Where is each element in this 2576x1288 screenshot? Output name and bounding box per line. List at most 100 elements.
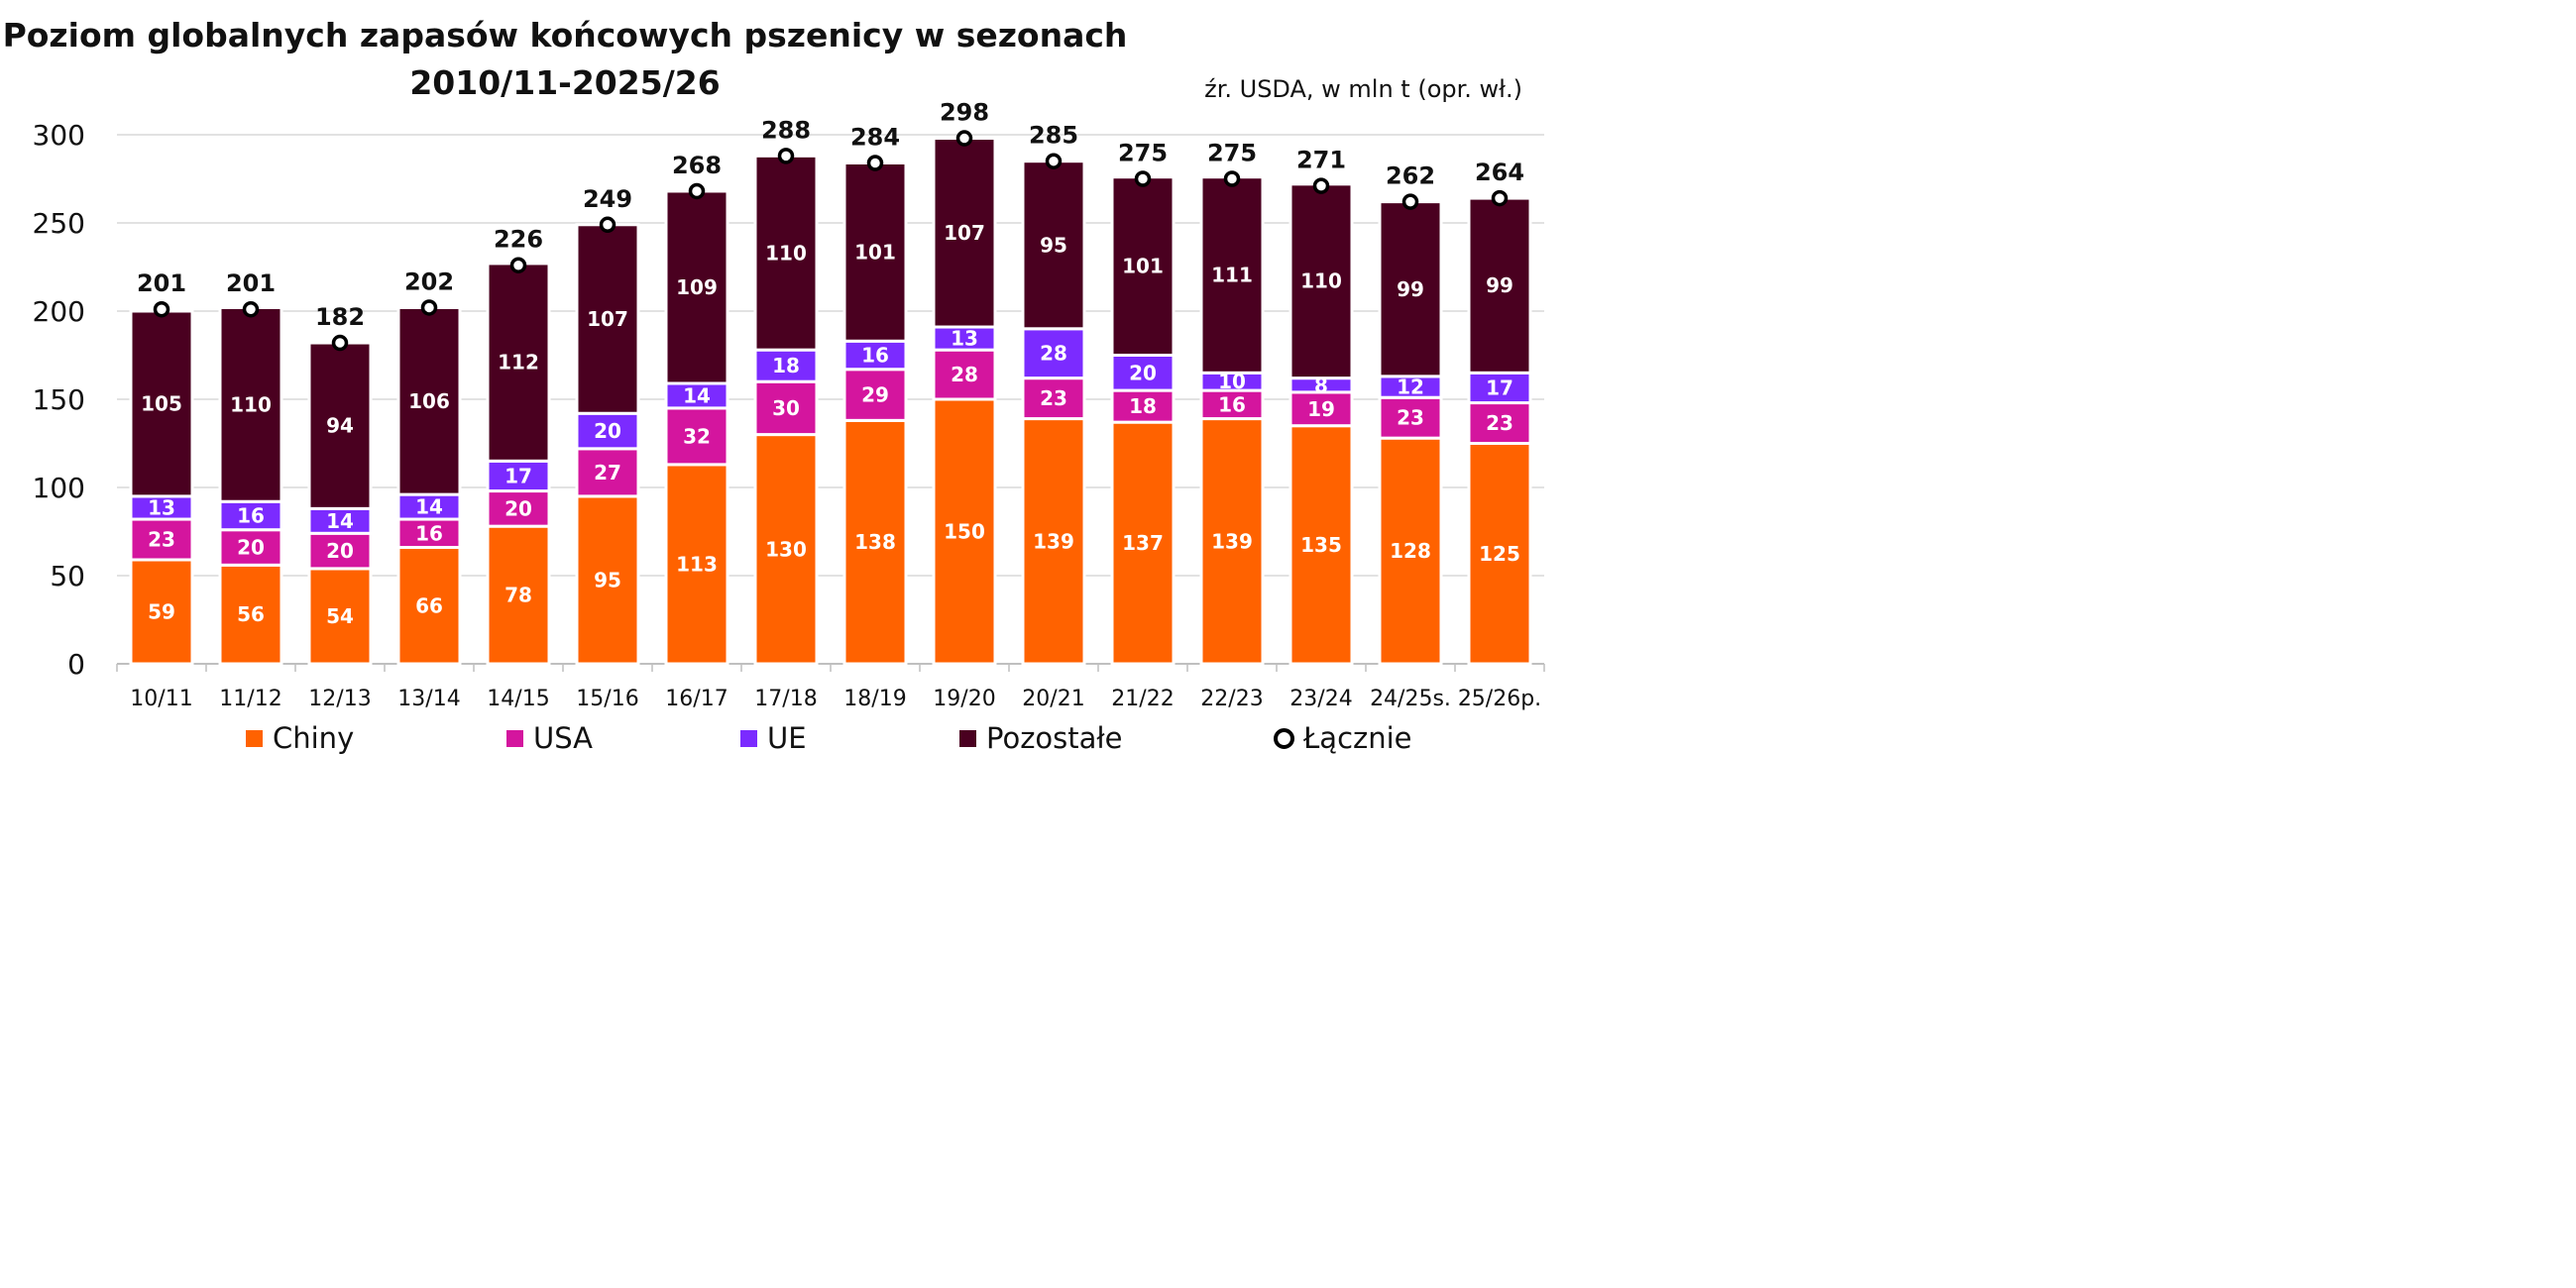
data-label: 18: [1129, 394, 1157, 418]
data-label: 28: [951, 363, 978, 386]
x-tick-label: 17/18: [754, 687, 817, 711]
data-label: 101: [1122, 255, 1164, 278]
data-label: 78: [504, 584, 532, 607]
data-label: 107: [587, 307, 628, 331]
bar-segment-pozostałe: [1467, 196, 1532, 375]
total-label: 202: [404, 268, 454, 295]
bar-segment-chiny: [753, 433, 819, 666]
x-tick-label: 10/11: [130, 687, 192, 711]
legend-swatch: [506, 729, 523, 747]
x-tick-label: 23/24: [1289, 687, 1352, 711]
bar-segment-chiny: [1467, 442, 1532, 666]
total-label: 226: [494, 226, 543, 254]
total-label: 182: [315, 303, 365, 331]
total-marker: [777, 148, 795, 164]
bar-segment-usa: [842, 368, 908, 422]
total-label: 264: [1475, 159, 1524, 186]
data-label: 16: [237, 503, 265, 527]
x-tick-label: 11/12: [219, 687, 281, 711]
data-label: 20: [326, 539, 354, 563]
bar-segment-ue: [842, 339, 908, 372]
data-label: 113: [676, 552, 718, 576]
total-marker: [1312, 177, 1330, 194]
bar-segment-pozostałe: [307, 341, 373, 510]
data-label: 13: [951, 327, 978, 351]
legend: Chiny USA UE Pozostałe Łącznie: [0, 721, 1554, 765]
bar-segment-usa: [1378, 395, 1443, 440]
bar-segment-pozostałe: [1378, 200, 1443, 378]
bar-segment-pozostałe: [1288, 182, 1354, 380]
data-label: 23: [148, 528, 175, 552]
legend-marker-icon: [1274, 727, 1294, 749]
data-label: 28: [1040, 342, 1067, 366]
data-label: 95: [594, 568, 621, 591]
x-tick-label: 14/15: [487, 687, 549, 711]
y-tick-label: 0: [67, 648, 85, 681]
data-label: 138: [854, 530, 896, 554]
bar-segment-usa: [486, 489, 551, 528]
bar-segment-chiny: [664, 463, 729, 666]
bar-segment-chiny: [129, 558, 194, 666]
data-label: 16: [415, 521, 443, 545]
data-label: 99: [1397, 277, 1424, 301]
bar-segment-usa: [218, 528, 283, 567]
y-tick-label: 250: [33, 207, 85, 240]
x-tick-label: 19/20: [933, 687, 995, 711]
bar-segment-usa: [1021, 376, 1086, 421]
bar-segment-pozostałe: [1199, 175, 1265, 375]
x-tick-label: 13/14: [397, 687, 460, 711]
data-label: 20: [237, 536, 265, 560]
total-label: 284: [850, 123, 900, 151]
bar-segment-usa: [1288, 390, 1354, 428]
bar-segment-usa: [1110, 388, 1176, 424]
legend-item: USA: [506, 721, 593, 755]
data-label: 95: [1040, 233, 1067, 257]
x-tick-label: 24/25s.: [1370, 687, 1451, 711]
legend-label: Chiny: [273, 721, 355, 755]
total-marker: [331, 334, 349, 352]
data-label: 128: [1390, 539, 1431, 563]
chart-title-line2: 2010/11-2025/26: [409, 63, 721, 102]
total-label: 201: [226, 269, 276, 297]
bar-segment-chiny: [1288, 424, 1354, 666]
bar-segment-pozostałe: [753, 154, 819, 352]
data-label: 19: [1307, 397, 1335, 421]
total-label: 298: [940, 99, 989, 127]
data-label: 107: [944, 221, 985, 245]
y-tick-label: 200: [33, 295, 85, 328]
data-label: 110: [1300, 269, 1342, 293]
legend-swatch: [959, 729, 976, 747]
bar-segment-pozostałe: [575, 223, 640, 415]
data-label: 30: [772, 396, 800, 420]
legend-label: Pozostałe: [986, 721, 1123, 755]
x-tick-label: 25/26p.: [1458, 687, 1541, 711]
chart-title: Poziom globalnych zapasów końcowych psze…: [0, 12, 1130, 107]
bar-segment-pozostałe: [1110, 175, 1176, 357]
legend-label: Łącznie: [1303, 721, 1412, 755]
bar-segment-pozostałe: [129, 309, 194, 498]
data-label: 105: [141, 391, 182, 415]
chart-title-line1: Poziom globalnych zapasów końcowych psze…: [2, 16, 1128, 54]
bar-segment-ue: [307, 506, 373, 535]
data-label: 66: [415, 593, 443, 617]
data-label: 20: [594, 419, 621, 443]
total-label: 262: [1386, 162, 1435, 190]
data-label: 101: [854, 240, 896, 264]
x-tick-label: 21/22: [1111, 687, 1174, 711]
total-label: 275: [1118, 140, 1168, 167]
legend-label: UE: [767, 721, 807, 755]
data-label: 27: [594, 461, 621, 484]
bar-segment-pozostałe: [932, 137, 997, 329]
data-label: 106: [408, 389, 450, 413]
data-label: 110: [765, 241, 807, 265]
bar-segment-chiny: [1021, 417, 1086, 666]
x-tick-label: 16/17: [665, 687, 728, 711]
data-label: 150: [944, 520, 985, 544]
x-tick-label: 20/21: [1022, 687, 1084, 711]
total-marker: [599, 216, 616, 234]
legend-item: Chiny: [246, 721, 354, 755]
total-marker: [242, 300, 260, 318]
bar-segment-ue: [1021, 327, 1086, 380]
bar-segment-chiny: [575, 494, 640, 666]
data-label: 20: [1129, 361, 1157, 384]
